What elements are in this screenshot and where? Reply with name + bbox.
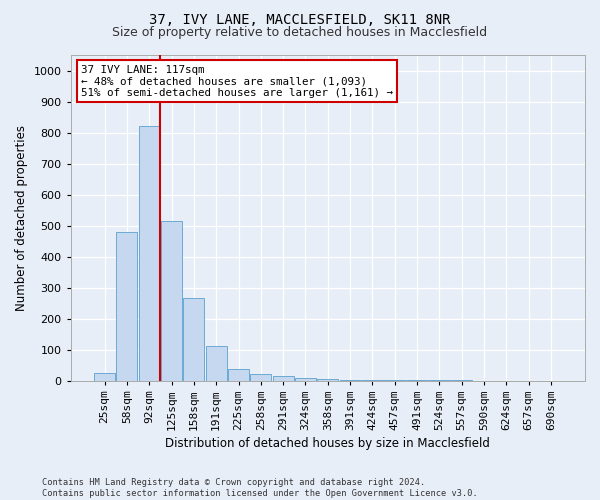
Bar [161,221,182,380]
Bar [183,298,205,380]
Bar [206,346,227,380]
Text: Contains HM Land Registry data © Crown copyright and database right 2024.
Contai: Contains HM Land Registry data © Crown c… [42,478,478,498]
Bar [250,374,271,380]
Y-axis label: Number of detached properties: Number of detached properties [15,125,28,311]
Text: 37 IVY LANE: 117sqm
← 48% of detached houses are smaller (1,093)
51% of semi-det: 37 IVY LANE: 117sqm ← 48% of detached ho… [81,65,393,98]
Text: 37, IVY LANE, MACCLESFIELD, SK11 8NR: 37, IVY LANE, MACCLESFIELD, SK11 8NR [149,12,451,26]
Bar [139,126,160,380]
Bar [317,379,338,380]
Bar [295,378,316,380]
Bar [272,376,294,380]
X-axis label: Distribution of detached houses by size in Macclesfield: Distribution of detached houses by size … [166,437,490,450]
Bar [228,368,249,380]
Bar [94,373,115,380]
Bar [116,232,137,380]
Text: Size of property relative to detached houses in Macclesfield: Size of property relative to detached ho… [112,26,488,39]
